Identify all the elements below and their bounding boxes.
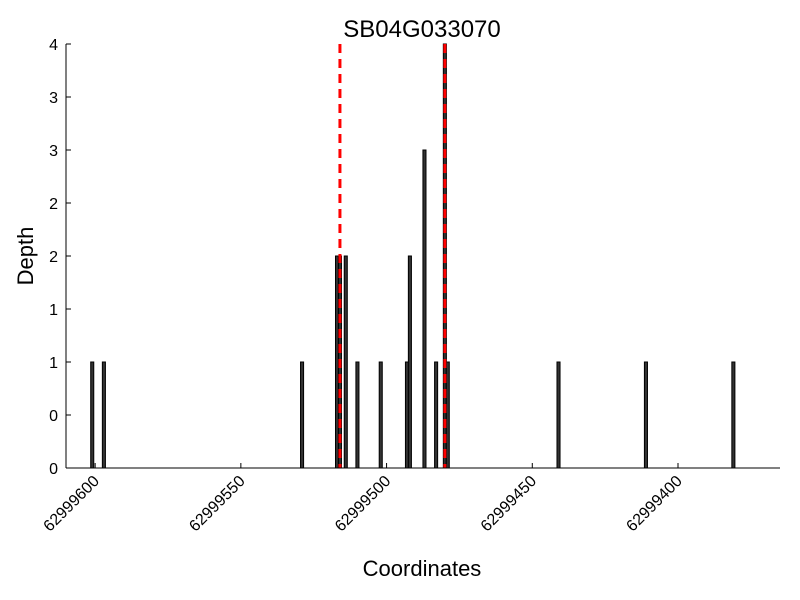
y-tick-label: 0	[49, 408, 58, 425]
depth-bar	[731, 361, 736, 469]
depth-bar	[378, 361, 383, 469]
depth-bar	[101, 361, 106, 469]
y-tick-label: 0	[49, 461, 58, 478]
depth-bar	[556, 361, 561, 469]
depth-bar	[434, 361, 439, 469]
depth-bar	[355, 361, 360, 469]
marker-lines-layer	[338, 44, 447, 468]
y-tick-label: 1	[49, 302, 58, 319]
y-tick-label: 2	[49, 249, 58, 266]
x-tick-label: 62999600	[41, 473, 103, 535]
depth-bar	[90, 361, 95, 469]
x-tick-label: 62999400	[623, 473, 685, 535]
x-tick-label: 62999500	[332, 473, 394, 535]
y-tick-label: 3	[49, 143, 58, 160]
x-ticks: 62999600 62999550 62999500 62999450 62999400	[41, 463, 686, 535]
depth-bar	[643, 361, 648, 469]
x-axis-title: Coordinates	[363, 556, 482, 581]
bars-layer	[90, 43, 736, 469]
y-axis-title: Depth	[13, 227, 38, 286]
y-tick-label: 1	[49, 355, 58, 372]
y-ticks: 0 0 1 1 2 2 3 3 4	[49, 37, 71, 478]
depth-bar	[343, 255, 348, 469]
x-tick-label: 62999550	[186, 473, 248, 535]
depth-bar	[407, 255, 412, 469]
depth-bar	[422, 149, 427, 469]
y-tick-label: 3	[49, 90, 58, 107]
depth-bar	[300, 361, 305, 469]
depth-bar	[445, 361, 450, 469]
y-tick-label: 4	[49, 37, 58, 54]
chart-title: SB04G033070	[343, 16, 500, 43]
x-tick-label: 62999450	[478, 473, 540, 535]
y-tick-label: 2	[49, 196, 58, 213]
